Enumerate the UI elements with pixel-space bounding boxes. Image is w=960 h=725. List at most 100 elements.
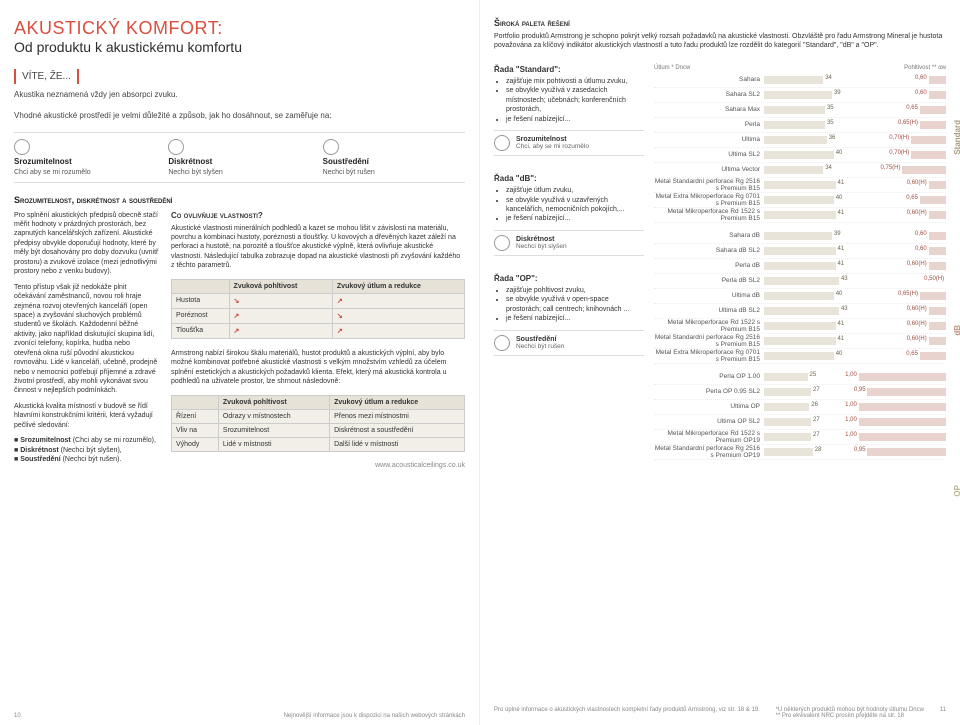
product-bars: 350,65(H) bbox=[764, 118, 946, 132]
range-item: zajišťuje mix pohtivosti a útlumu zvuku, bbox=[506, 77, 644, 86]
bar-absorption bbox=[920, 106, 946, 114]
product-row: Sahara 34 0,60 bbox=[654, 73, 946, 88]
product-name: Sahara dB SL2 bbox=[654, 247, 764, 254]
bar-absorption bbox=[911, 136, 946, 144]
product-row: Ultima360,70(H) bbox=[654, 133, 946, 148]
bar-absorption bbox=[929, 211, 946, 219]
value-attenuation: 26 bbox=[811, 402, 818, 408]
bar-attenuation bbox=[764, 232, 832, 240]
value-attenuation: 41 bbox=[837, 246, 844, 252]
col-utlum: Zvukový útlum a redukce bbox=[332, 279, 464, 293]
product-name: Ultima OP SL2 bbox=[654, 418, 764, 425]
product-row: Ultima SL2400,70(H) bbox=[654, 148, 946, 163]
value-attenuation: 41 bbox=[837, 210, 844, 216]
bar-attenuation bbox=[764, 211, 836, 219]
col-pohltivost: Zvuková pohltivost bbox=[229, 279, 332, 293]
body-columns: Pro splnění akustických předpisů obecně … bbox=[14, 211, 465, 471]
value-absorption: 0,60(H) bbox=[907, 180, 927, 186]
product-row: Sahara SL2390,60 bbox=[654, 88, 946, 103]
bar-absorption bbox=[902, 166, 946, 174]
right-footer: Pro úplné informace o akustických vlastn… bbox=[494, 707, 946, 719]
range-item: zajišťuje pohltivost zvuku, bbox=[506, 286, 644, 295]
left-text-column: Pro splnění akustických předpisů obecně … bbox=[14, 211, 159, 471]
value-absorption: 0,50(H) bbox=[924, 276, 944, 282]
product-bars: 390,60 bbox=[764, 229, 946, 243]
bracket-callout: VÍTE, ŽE... bbox=[14, 69, 79, 84]
bar-attenuation bbox=[764, 337, 836, 345]
value-absorption: 0,60(H) bbox=[907, 306, 927, 312]
product-name: Metal Standardní perforace Rg 2516 s Pre… bbox=[654, 178, 764, 192]
product-row: Metal Standardní perforace Rg 2516 s Pre… bbox=[654, 334, 946, 349]
product-name: Sahara bbox=[654, 76, 764, 83]
range-def: SrozumitelnostChci, aby se mi rozumělo bbox=[494, 130, 644, 156]
mid-text: Armstrong nabízí širokou škálu materiálů… bbox=[171, 349, 465, 387]
bar-absorption bbox=[859, 373, 946, 381]
arrow-down-icon bbox=[229, 293, 332, 308]
product-name: Sahara SL2 bbox=[654, 91, 764, 98]
value-attenuation: 34 bbox=[825, 75, 832, 81]
product-row: Ultima OP261,00 bbox=[654, 400, 946, 415]
def-soustredeni: Soustředění Nechci být rušen bbox=[323, 139, 465, 176]
range-item: se obvykle využívá v uzavřených kancelář… bbox=[506, 196, 644, 215]
product-bars: 410,60(H) bbox=[764, 259, 946, 273]
bar-attenuation bbox=[764, 121, 825, 129]
product-bars: 400,65(H) bbox=[764, 289, 946, 303]
lead-2: Vhodné akustické prostředí je velmi důle… bbox=[14, 111, 344, 122]
value-absorption: 0,60(H) bbox=[907, 261, 927, 267]
value-absorption: 0,60 bbox=[915, 90, 927, 96]
product-name: Perla bbox=[654, 121, 764, 128]
product-name: Metal Extra Mikroperforace Rg 0701 s Pre… bbox=[654, 349, 764, 363]
lock-icon bbox=[168, 139, 184, 155]
bar-attenuation bbox=[764, 403, 809, 411]
product-name: Ultima bbox=[654, 136, 764, 143]
value-attenuation: 40 bbox=[836, 291, 843, 297]
value-absorption: 0,65 bbox=[906, 105, 918, 111]
value-absorption: 0,60 bbox=[915, 75, 927, 81]
value-absorption: 0,60(H) bbox=[907, 321, 927, 327]
def-desc: Nechci být rušen bbox=[516, 343, 564, 350]
bar-absorption bbox=[867, 448, 946, 456]
axis-right-label: Pohltivost ** αw bbox=[904, 65, 946, 71]
product-bars: 360,70(H) bbox=[764, 133, 946, 147]
product-bars: 280,95 bbox=[764, 445, 946, 459]
bar-absorption bbox=[859, 418, 946, 426]
product-name: Metal Mikroperforace Rd 1522 s Premium B… bbox=[654, 208, 764, 222]
para-1: Pro splnění akustických předpisů obecně … bbox=[14, 211, 159, 277]
product-row: Perla dB410,60(H) bbox=[654, 259, 946, 274]
value-absorption: 1,00 bbox=[845, 432, 857, 438]
product-row: Ultima dB SL2430,60(H) bbox=[654, 304, 946, 319]
product-bars: 410,60(H) bbox=[764, 208, 946, 222]
page-right: Široká paleta řešení Portfolio produktů … bbox=[480, 0, 960, 725]
right-columns: Řada "Standard":zajišťuje mix pohtivosti… bbox=[494, 65, 946, 466]
section-heading: Srozumitelnost, diskrétnost a soustředěn… bbox=[14, 195, 465, 205]
bar-absorption bbox=[929, 181, 946, 189]
value-attenuation: 35 bbox=[827, 105, 834, 111]
product-row: Perla OP 0.95 SL2270,95 bbox=[654, 385, 946, 400]
range-item: se obvykle využívá v zasedacích místnost… bbox=[506, 86, 644, 114]
product-name: Sahara Max bbox=[654, 106, 764, 113]
value-attenuation: 40 bbox=[836, 150, 843, 156]
group-label-db: dB bbox=[953, 325, 960, 336]
def-icon bbox=[494, 335, 510, 351]
value-attenuation: 40 bbox=[836, 195, 843, 201]
website-link[interactable]: www.acousticalceilings.co.uk bbox=[171, 462, 465, 469]
bar-absorption bbox=[920, 292, 946, 300]
main-title: AKUSTICKÝ KOMFORT: bbox=[14, 18, 465, 39]
product-name: Sahara dB bbox=[654, 232, 764, 239]
product-row: Sahara dB390,60 bbox=[654, 229, 946, 244]
arrow-up-icon bbox=[332, 323, 464, 338]
bar-attenuation bbox=[764, 262, 836, 270]
product-bars: 271,00 bbox=[764, 430, 946, 444]
bar-attenuation bbox=[764, 196, 834, 204]
arrow-up-icon bbox=[332, 293, 464, 308]
value-attenuation: 28 bbox=[815, 447, 822, 453]
bar-absorption bbox=[920, 196, 946, 204]
value-attenuation: 35 bbox=[827, 120, 834, 126]
bar-absorption bbox=[929, 307, 946, 315]
product-name: Perla OP 1.00 bbox=[654, 373, 764, 380]
bar-attenuation bbox=[764, 136, 827, 144]
value-absorption: 1,00 bbox=[845, 402, 857, 408]
bar-absorption bbox=[911, 151, 946, 159]
bar-attenuation bbox=[764, 76, 823, 84]
ear-icon bbox=[323, 139, 339, 155]
